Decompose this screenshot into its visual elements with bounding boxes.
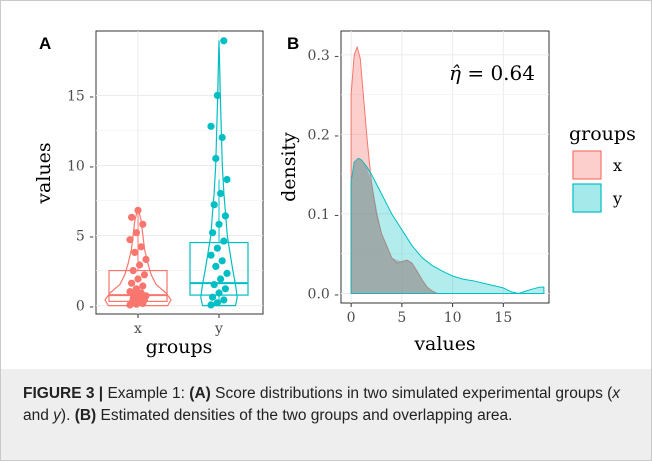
- caption-bold-a: (A): [189, 385, 211, 402]
- point-y: [223, 269, 231, 277]
- legend-title: groups: [569, 123, 636, 145]
- panel-a-points: [126, 37, 231, 309]
- panel-b-y-tick-label: 0.2 -: [308, 127, 340, 143]
- panel-a-plot-border: [95, 30, 264, 315]
- caption-italic-x: x: [612, 385, 621, 402]
- point-y: [215, 289, 223, 297]
- panel-b-x-tick-label: 0: [347, 310, 356, 326]
- panel-b-plot-border: [340, 30, 550, 304]
- panel-b-x-axis-label: values: [413, 333, 475, 355]
- point-x: [128, 279, 136, 287]
- point-y: [218, 257, 226, 265]
- point-x: [136, 261, 144, 269]
- figure-caption: FIGURE 3 | Example 1: (A) Score distribu…: [23, 383, 631, 427]
- point-y: [210, 281, 218, 289]
- point-y: [213, 91, 221, 99]
- point-x: [131, 248, 139, 256]
- point-x: [140, 271, 148, 279]
- panel-a-x-axis-label: groups: [146, 336, 213, 358]
- point-y: [221, 212, 229, 220]
- density-area-x: [350, 46, 438, 294]
- legend-swatch-x: [572, 150, 602, 180]
- point-x: [126, 288, 134, 296]
- panel-b-y-tick-label: 0.3 -: [308, 48, 340, 64]
- panel-b-x-tick-label: 10: [444, 310, 462, 326]
- point-x: [137, 289, 145, 297]
- point-x: [137, 243, 145, 251]
- panel-b-y-ticks: 0.0 - 0.1 - 0.2 - 0.3 -: [308, 48, 340, 303]
- panel-a-x-tick-label: y: [214, 321, 223, 337]
- panel-b-x-tick-label: 15: [494, 310, 512, 326]
- point-y: [209, 293, 217, 301]
- panel-a-x-tick-label: x: [134, 321, 142, 337]
- point-y: [207, 301, 215, 309]
- point-y: [220, 296, 228, 304]
- panel-b-x-ticks: 0 5 10 15: [347, 303, 512, 326]
- point-x: [139, 282, 147, 290]
- caption-bold-b: (B): [74, 407, 97, 424]
- point-y: [217, 189, 225, 198]
- caption-figure-label: FIGURE 3 |: [23, 385, 104, 402]
- panel-b-density-areas: [350, 46, 545, 294]
- point-x: [134, 206, 142, 214]
- point-y: [223, 175, 231, 184]
- point-y: [218, 133, 226, 142]
- point-x: [129, 267, 137, 275]
- panel-a-y-ticks: 0 - 5 - 10 - 15 -: [67, 88, 94, 314]
- density-area-y: [350, 157, 545, 294]
- point-y: [220, 237, 228, 245]
- point-y: [212, 262, 220, 270]
- density-area-overlap: [351, 158, 438, 294]
- panel-b-label: B: [287, 34, 299, 53]
- point-x: [132, 285, 140, 293]
- caption-text-3: ).: [60, 407, 75, 424]
- point-x: [132, 229, 140, 237]
- legend: groups x y: [569, 123, 636, 213]
- panel-b-y-axis-label: density: [278, 132, 300, 202]
- point-y: [217, 275, 225, 283]
- caption-text-1: Example 1:: [103, 385, 190, 402]
- panel-a-y-tick-label: 15 -: [67, 88, 94, 104]
- point-y: [213, 244, 221, 252]
- caption-text-and: and: [23, 407, 54, 424]
- point-y: [209, 229, 217, 237]
- caption-text-4: Estimated densities of the two groups an…: [96, 407, 513, 424]
- panel-b-x-tick-label: 5: [397, 310, 406, 326]
- panel-b: B 0.0 - 0.1 - 0.2 - 0.3 - 0 5 10 15 density va…: [278, 30, 550, 355]
- caption-text-2: Score distributions in two simulated exp…: [210, 385, 613, 402]
- point-x: [126, 236, 134, 244]
- panel-b-y-tick-label: 0.0 -: [308, 286, 340, 302]
- caption-italic-y: y: [53, 407, 61, 424]
- legend-label-x: x: [613, 156, 622, 175]
- point-y: [213, 299, 221, 307]
- legend-swatch-y: [572, 183, 602, 213]
- panel-a-label: A: [39, 34, 51, 53]
- panel-a-y-axis-label: values: [33, 142, 55, 204]
- panel-b-y-tick-label: 0.1 -: [308, 207, 340, 223]
- point-y: [215, 220, 223, 228]
- point-y: [210, 201, 218, 209]
- point-x: [139, 220, 147, 228]
- panel-a-y-tick-label: 0 -: [76, 299, 94, 315]
- point-x: [142, 255, 150, 263]
- point-x: [128, 213, 136, 221]
- point-y: [221, 285, 229, 293]
- overlap-annotation: η̂ = 0.64: [449, 61, 535, 85]
- point-y: [207, 122, 215, 130]
- legend-label-y: y: [612, 189, 622, 208]
- point-x: [134, 275, 142, 283]
- caption-box: FIGURE 3 | Example 1: (A) Score distribu…: [1, 369, 651, 460]
- panel-a-y-tick-label: 10 -: [67, 158, 94, 174]
- point-y: [207, 251, 215, 259]
- panel-a-y-tick-label: 5 -: [76, 229, 94, 245]
- point-y: [212, 154, 220, 163]
- violin-y: [200, 40, 238, 307]
- point-y: [220, 37, 228, 45]
